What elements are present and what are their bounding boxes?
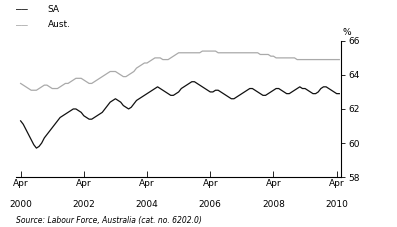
Text: %: %: [342, 28, 351, 37]
Text: Aust.: Aust.: [48, 20, 71, 30]
Text: ——: ——: [16, 4, 28, 14]
Text: SA: SA: [48, 5, 60, 14]
Text: 2004: 2004: [136, 200, 158, 209]
Text: Apr: Apr: [139, 179, 155, 188]
Text: ——: ——: [16, 20, 28, 30]
Text: 2000: 2000: [9, 200, 32, 209]
Text: Apr: Apr: [266, 179, 281, 188]
Text: Source: Labour Force, Australia (cat. no. 6202.0): Source: Labour Force, Australia (cat. no…: [16, 216, 202, 225]
Text: Apr: Apr: [76, 179, 92, 188]
Text: 2010: 2010: [325, 200, 348, 209]
Text: 2008: 2008: [262, 200, 285, 209]
Text: Apr: Apr: [202, 179, 218, 188]
Text: 2006: 2006: [199, 200, 222, 209]
Text: 2002: 2002: [73, 200, 95, 209]
Text: Apr: Apr: [329, 179, 345, 188]
Text: Apr: Apr: [13, 179, 29, 188]
